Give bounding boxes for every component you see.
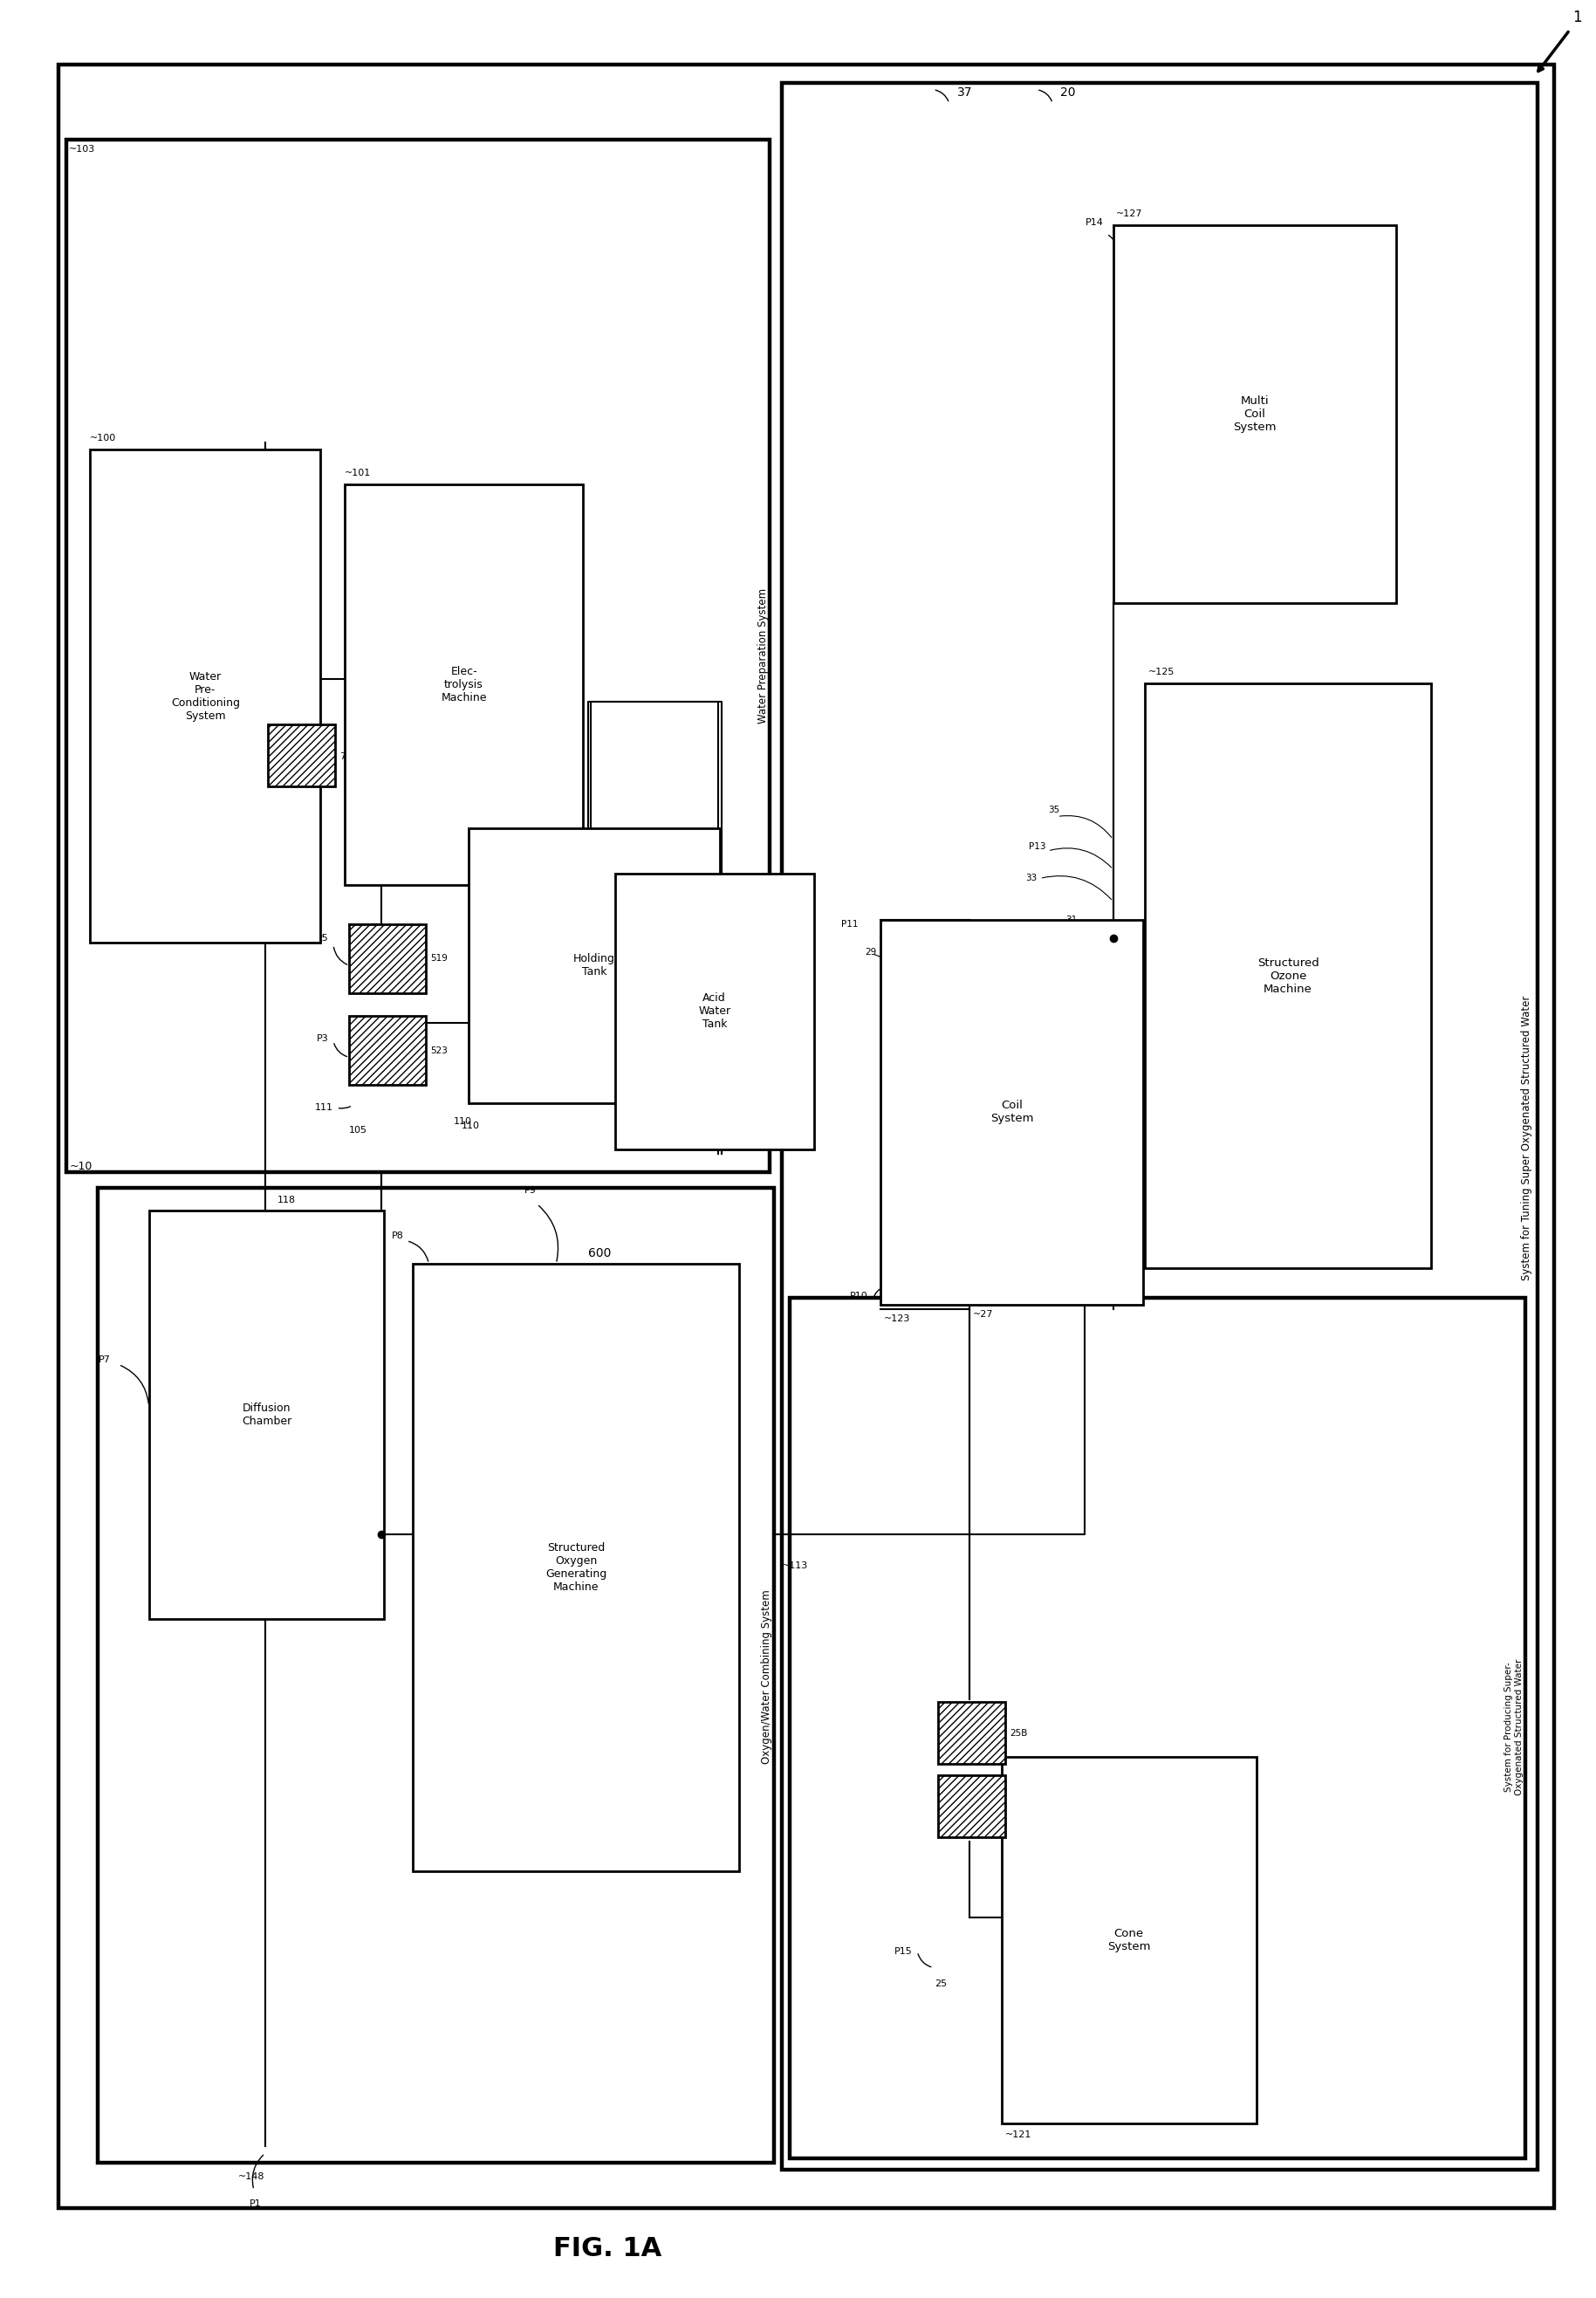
Text: 75: 75 <box>340 751 351 761</box>
Bar <box>89 450 321 942</box>
Bar <box>790 1298 1526 2158</box>
Text: ~101: ~101 <box>345 469 370 478</box>
Text: P10: P10 <box>851 1291 868 1301</box>
Text: ~121: ~121 <box>1005 2130 1031 2139</box>
Text: Water Preparation System: Water Preparation System <box>758 588 769 724</box>
Text: P7: P7 <box>99 1356 110 1365</box>
Text: Coil
System: Coil System <box>991 1101 1034 1124</box>
Text: P3: P3 <box>316 1034 329 1043</box>
Text: P1: P1 <box>249 2199 262 2208</box>
Bar <box>1144 683 1432 1268</box>
Text: FIG. 1A: FIG. 1A <box>552 2236 661 2261</box>
Bar <box>350 924 426 993</box>
Bar <box>614 873 814 1149</box>
Text: ~103: ~103 <box>69 145 96 154</box>
Bar <box>148 1211 385 1620</box>
Text: 37: 37 <box>958 87 972 99</box>
Text: ~148: ~148 <box>238 2172 265 2181</box>
Text: 110: 110 <box>453 1117 472 1126</box>
Bar <box>1002 1756 1256 2123</box>
Text: 35: 35 <box>1049 804 1060 813</box>
Text: 523: 523 <box>431 1046 448 1055</box>
Bar <box>469 827 720 1103</box>
Text: 75A: 75A <box>244 712 262 722</box>
Text: System for Tuning Super Oxygenated Structured Water: System for Tuning Super Oxygenated Struc… <box>1521 995 1532 1280</box>
Text: 1: 1 <box>1574 9 1582 25</box>
Bar <box>345 485 583 885</box>
Text: P9: P9 <box>525 1186 536 1195</box>
Text: Structured
Ozone
Machine: Structured Ozone Machine <box>1258 956 1318 995</box>
Text: Oxygen/Water Combining System: Oxygen/Water Combining System <box>761 1590 772 1763</box>
Text: P5: P5 <box>316 933 329 942</box>
Text: P13: P13 <box>1029 841 1045 850</box>
Bar <box>413 1264 739 1871</box>
Text: Multi
Coil
System: Multi Coil System <box>1234 395 1277 432</box>
Bar <box>938 1774 1005 1836</box>
Text: Holding
Tank: Holding Tank <box>573 954 614 977</box>
Text: System for Producing Super-
Oxygenated Structured Water: System for Producing Super- Oxygenated S… <box>1505 1659 1524 1795</box>
Text: 117: 117 <box>262 1563 281 1572</box>
Bar <box>350 1016 426 1085</box>
Text: Elec-
trolysis
Machine: Elec- trolysis Machine <box>440 666 487 703</box>
Text: 25A: 25A <box>1010 1802 1028 1811</box>
Text: 115: 115 <box>313 1466 330 1475</box>
Text: P12: P12 <box>1031 974 1047 984</box>
Bar <box>97 1188 774 2162</box>
Text: P15: P15 <box>894 1946 913 1956</box>
Text: ~123: ~123 <box>884 1314 910 1324</box>
Text: Structured
Oxygen
Generating
Machine: Structured Oxygen Generating Machine <box>546 1542 606 1593</box>
Text: ~125: ~125 <box>1148 669 1175 676</box>
Bar <box>782 83 1539 2169</box>
Text: 33: 33 <box>1026 873 1037 882</box>
Text: 25: 25 <box>935 1979 946 1988</box>
Text: P8: P8 <box>391 1232 404 1241</box>
Text: Water
Pre-
Conditioning
System: Water Pre- Conditioning System <box>171 671 239 722</box>
Text: P4: P4 <box>559 979 571 988</box>
Text: ~100: ~100 <box>89 434 117 444</box>
Text: 105: 105 <box>350 1126 367 1135</box>
Text: 107: 107 <box>546 1016 565 1025</box>
Text: P2: P2 <box>231 751 244 761</box>
Text: ~127: ~127 <box>1116 209 1143 218</box>
Bar <box>881 919 1143 1305</box>
Text: 25B: 25B <box>1010 1730 1028 1737</box>
Text: ~10: ~10 <box>69 1160 93 1172</box>
Text: 110: 110 <box>461 1121 480 1131</box>
Text: 118: 118 <box>278 1195 297 1204</box>
Text: 600: 600 <box>587 1248 611 1259</box>
Bar <box>938 1701 1005 1763</box>
Text: Acid
Water
Tank: Acid Water Tank <box>699 993 731 1030</box>
Text: P14: P14 <box>1085 218 1103 228</box>
Text: Diffusion
Chamber: Diffusion Chamber <box>241 1402 292 1427</box>
Text: ~113: ~113 <box>782 1563 809 1570</box>
Bar <box>1112 225 1396 604</box>
Text: Cone
System: Cone System <box>1108 1928 1151 1953</box>
Text: 119: 119 <box>286 1480 305 1489</box>
Text: P11: P11 <box>841 919 859 928</box>
Text: 519: 519 <box>431 954 448 963</box>
Text: 109: 109 <box>525 813 543 820</box>
Text: 111: 111 <box>314 1103 334 1112</box>
Text: 20: 20 <box>1060 87 1076 99</box>
Text: 29: 29 <box>865 947 876 956</box>
Text: P6: P6 <box>273 1512 286 1521</box>
Text: 31: 31 <box>1065 915 1077 924</box>
Bar <box>268 724 335 786</box>
Text: ~27: ~27 <box>974 1310 994 1319</box>
Bar <box>65 140 769 1172</box>
